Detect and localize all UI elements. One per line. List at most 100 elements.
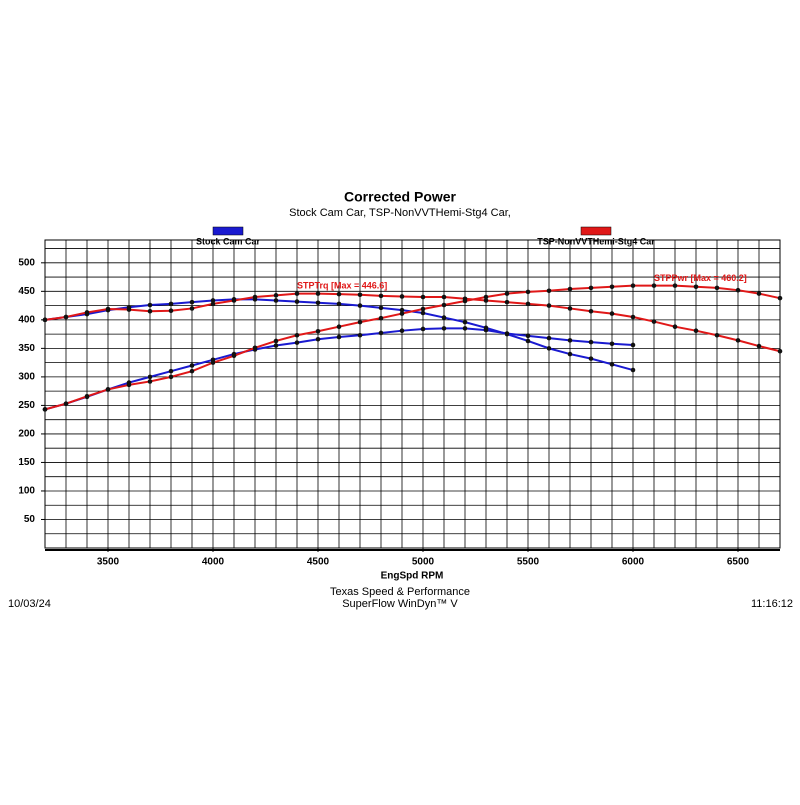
data-point [210,301,216,307]
data-point [168,308,174,314]
data-point [441,315,447,320]
y-tick-label: 150 [18,457,35,468]
data-point [693,328,699,333]
data-point [546,346,552,351]
data-point [672,283,678,288]
data-point [84,310,90,315]
data-point [294,340,300,345]
data-point [525,289,531,295]
data-point [147,302,153,308]
data-point [273,298,279,303]
x-tick-label: 4500 [307,557,330,568]
data-point [252,345,258,351]
data-point [735,287,741,293]
data-point [588,339,594,345]
data-point [609,362,615,367]
y-tick-label: 50 [24,514,36,525]
data-point [756,343,762,349]
footer-line: SuperFlow WinDyn™ V [342,598,458,610]
y-tick-label: 400 [18,314,35,325]
data-point [630,314,636,320]
data-point [399,328,405,333]
data-point [168,301,174,307]
data-point [336,301,342,307]
legend-label: TSP-NonVVTHemi-Stg4 Car [537,236,655,246]
y-tick-label: 200 [18,429,35,440]
legend-swatch [580,226,612,236]
data-point [483,294,489,300]
data-point [84,393,90,399]
y-tick-label: 450 [18,286,35,297]
x-tick-label: 6000 [622,557,645,568]
y-tick-label: 250 [18,400,35,411]
data-point [609,341,615,347]
data-point [147,374,153,380]
data-point [651,283,657,288]
data-point [105,306,111,312]
data-point [504,299,510,305]
data-point [462,319,468,325]
data-point [378,293,384,299]
data-point [357,319,363,325]
data-point [630,283,636,288]
data-point [420,294,426,300]
chart-subtitle: Stock Cam Car, TSP-NonVVTHemi-Stg4 Car, [289,207,511,219]
data-point [336,324,342,329]
chart-title: Corrected Power [344,189,457,205]
date: 10/03/24 [8,598,51,610]
data-point [126,307,132,312]
data-point [546,303,552,308]
y-tick-label: 300 [18,372,35,383]
data-point [315,291,321,296]
data-point [168,368,174,374]
y-tick-label: 100 [18,486,35,497]
data-point [336,334,342,340]
data-point [399,294,405,299]
y-tick-label: 500 [18,257,35,268]
data-point [378,305,384,311]
legend-swatch [212,226,244,236]
data-point [210,360,216,365]
data-point [315,300,321,306]
data-point [357,303,363,308]
data-point [378,330,384,336]
data-point [63,401,69,406]
data-point [567,286,573,292]
data-point [147,379,153,384]
data-point [294,299,300,304]
annotation: STPPwr [Max = 460.2] [654,273,747,283]
data-point [588,356,594,361]
data-point [42,317,48,323]
data-point [189,363,195,368]
data-point [315,328,321,334]
data-point [630,342,636,348]
data-point [336,291,342,297]
data-point [126,382,132,388]
data-point [420,310,426,316]
data-point [567,351,573,357]
data-point [651,319,657,324]
data-point [609,311,615,316]
data-point [525,333,531,339]
data-point [189,368,195,374]
data-point [147,308,153,314]
data-point [315,336,321,342]
data-point [441,302,447,308]
data-point [294,332,300,338]
data-point [609,284,615,290]
data-point [546,335,552,341]
x-tick-label: 3500 [97,557,120,568]
data-point [504,291,510,296]
data-point [357,332,363,338]
data-point [462,298,468,304]
data-point [462,326,468,331]
data-point [399,311,405,316]
line-torque [44,292,781,353]
data-point [168,374,174,380]
data-point [567,338,573,343]
data-point [567,306,573,311]
data-point [420,306,426,312]
x-tick-label: 5000 [412,557,435,568]
x-tick-label: 4000 [202,557,225,568]
data-point [231,298,237,303]
